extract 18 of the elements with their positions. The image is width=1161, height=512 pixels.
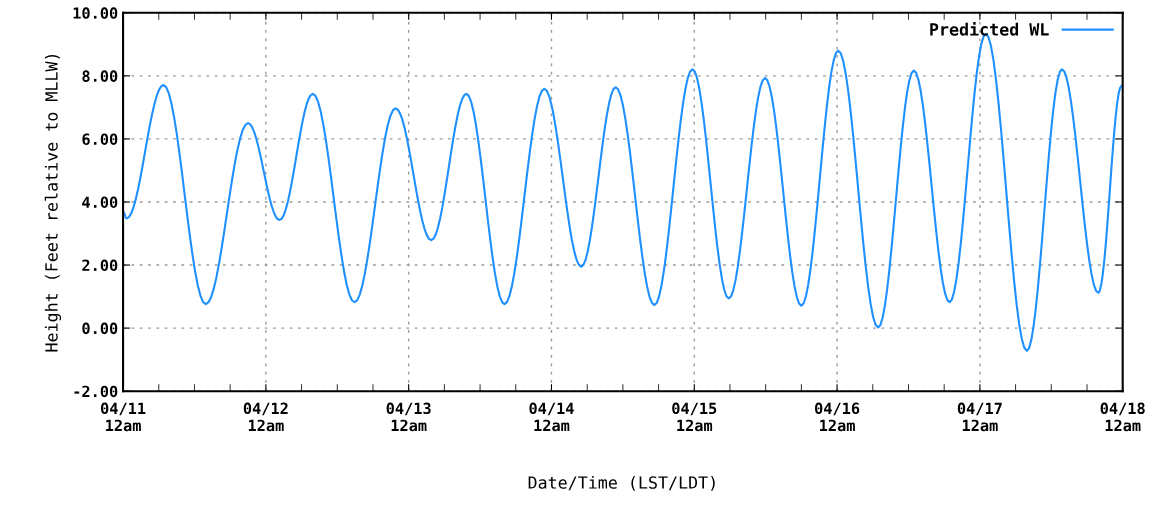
y-tick-label: -2.00 <box>74 385 118 398</box>
x-axis-title: Date/Time (LST/LDT) <box>528 475 715 491</box>
x-tick-label: 04/13 12am <box>386 402 431 432</box>
x-tick-label: 04/16 12am <box>815 402 860 432</box>
y-tick-label: 10.00 <box>73 7 118 19</box>
x-tick-label: 04/12 12am <box>243 402 288 432</box>
x-tick-label: 04/14 12am <box>529 402 574 432</box>
y-tick-label: 4.00 <box>82 196 118 209</box>
y-tick-label: 0.00 <box>82 322 118 335</box>
x-tick-label: 04/11 12am <box>100 402 146 432</box>
y-tick-label: 6.00 <box>82 133 118 145</box>
x-tick-label: 04/15 12am <box>672 402 717 432</box>
y-axis-title: Height (Feet relative to MLLW) <box>44 54 62 352</box>
y-tick-label: 2.00 <box>82 259 118 272</box>
x-tick-label: 04/18 12am <box>1100 402 1145 432</box>
legend-label: Predicted WL <box>930 21 1049 36</box>
y-tick-label: 8.00 <box>82 70 118 82</box>
x-tick-label: 04/17 12am <box>957 402 1002 432</box>
